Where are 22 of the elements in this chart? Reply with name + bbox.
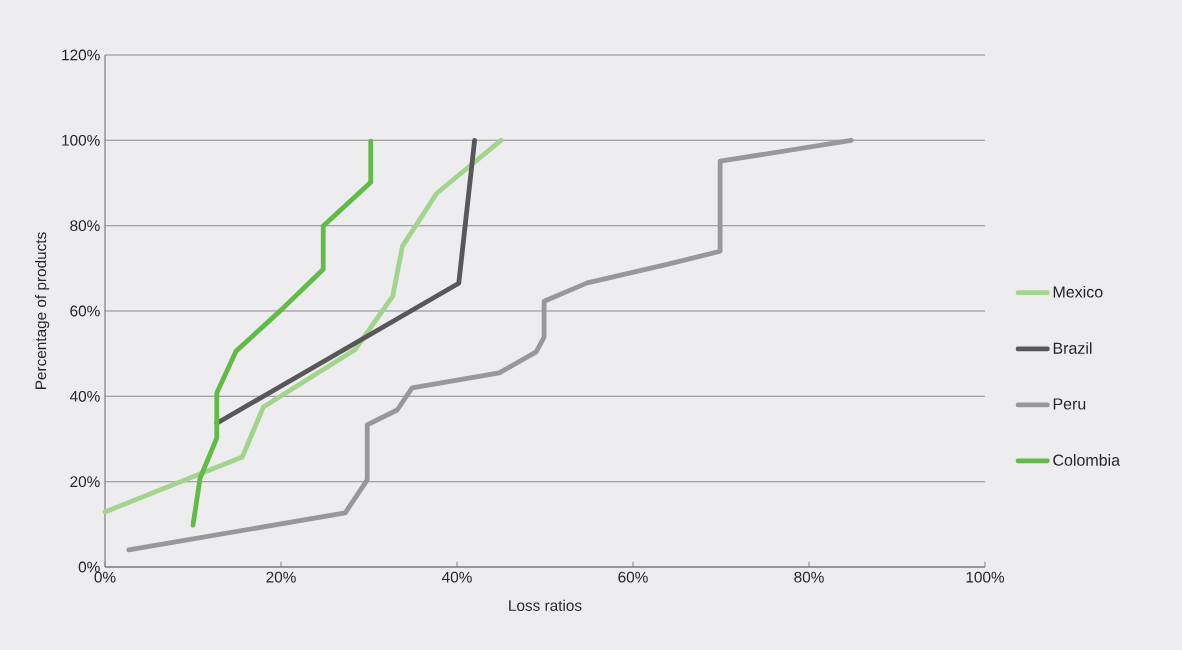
- legend-label: Colombia: [1053, 454, 1121, 466]
- x-tick-label: 80%: [794, 571, 824, 583]
- y-axis-title: Percentage of products: [34, 232, 50, 390]
- y-tick-label: 80%: [70, 220, 100, 232]
- y-tick-label: 120%: [62, 49, 100, 61]
- x-tick-label: 40%: [442, 571, 472, 583]
- y-tick-label: 40%: [69, 390, 100, 402]
- x-tick-label: 100%: [966, 571, 1005, 583]
- y-tick-label: 60%: [70, 305, 100, 317]
- x-tick-label: 0%: [94, 571, 116, 583]
- legend-label: Peru: [1053, 398, 1086, 410]
- y-tick-label: 0%: [78, 561, 100, 573]
- legend-label: Brazil: [1053, 342, 1092, 354]
- line-series: [102, 137, 504, 515]
- line-series: [126, 137, 854, 553]
- line-series: [190, 138, 374, 528]
- y-tick-label: 20%: [70, 476, 100, 488]
- y-tick-label: 100%: [62, 134, 100, 146]
- x-axis-title: Loss ratios: [509, 599, 582, 611]
- x-tick-label: 20%: [266, 571, 296, 583]
- legend-label: Mexico: [1053, 285, 1103, 298]
- x-tick-label: 60%: [618, 571, 648, 583]
